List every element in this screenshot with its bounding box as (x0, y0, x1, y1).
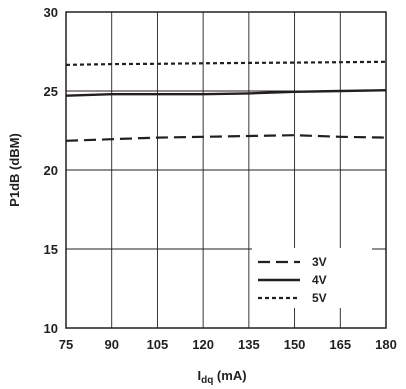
y-tick-30: 30 (44, 5, 58, 20)
legend-label-4V: 4V (312, 273, 327, 287)
x-tick-150: 150 (284, 337, 306, 352)
legend-label-5V: 5V (312, 291, 327, 305)
x-tick-labels: 75 90 105 120 135 150 165 180 (59, 337, 397, 352)
x-tick-165: 165 (329, 337, 351, 352)
x-tick-180: 180 (375, 337, 397, 352)
series-line-5V (65, 60, 387, 66)
y-tick-15: 15 (44, 242, 58, 257)
legend: 3V 4V 5V (252, 248, 372, 308)
series-line-4V (65, 89, 387, 97)
x-axis-title-subscript: dq (201, 375, 213, 386)
y-tick-labels: 10 15 20 25 30 (44, 5, 58, 336)
x-tick-75: 75 (59, 337, 73, 352)
x-axis-title-unit: (mA) (213, 368, 246, 383)
x-axis-title: Idq (mA) (197, 368, 246, 386)
y-tick-10: 10 (44, 321, 58, 336)
x-tick-120: 120 (192, 337, 214, 352)
x-tick-105: 105 (147, 337, 169, 352)
legend-label-3V: 3V (312, 255, 327, 269)
y-tick-20: 20 (44, 163, 58, 178)
y-tick-25: 25 (44, 84, 58, 99)
y-axis-title: P1dB (dBM) (7, 133, 22, 207)
series-layer (65, 60, 387, 142)
x-tick-135: 135 (238, 337, 260, 352)
x-axis-title-main: I (197, 368, 201, 383)
x-tick-90: 90 (104, 337, 118, 352)
